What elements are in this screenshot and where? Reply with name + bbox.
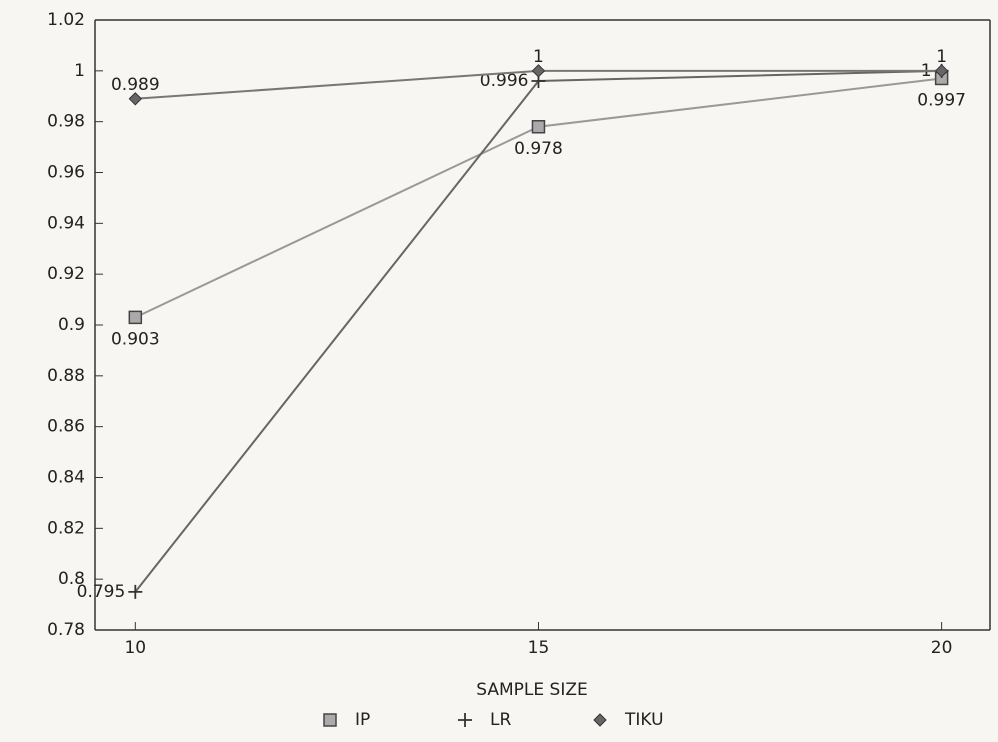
x-tick-label: 10: [124, 638, 146, 658]
y-tick-label: 0.9: [58, 315, 85, 335]
point: [128, 92, 143, 106]
y-tick-label: 1: [74, 61, 85, 81]
y-tick-label: 0.84: [47, 468, 85, 488]
data-label: 0.903: [111, 329, 160, 349]
data-label: 0.996: [480, 71, 529, 91]
legend-marker: [458, 713, 472, 727]
data-label: 0.795: [77, 582, 126, 602]
point: [934, 64, 949, 78]
legend-marker: [323, 713, 337, 727]
y-tick-label: 0.78: [47, 620, 85, 640]
x-axis-label: SAMPLE SIZE: [476, 680, 587, 700]
y-tick-label: 0.96: [47, 163, 85, 183]
point: [531, 120, 546, 134]
y-tick-label: 0.94: [47, 213, 85, 233]
y-tick-label: 0.82: [47, 518, 85, 538]
y-tick-label: 0.98: [47, 112, 85, 132]
point: [128, 310, 143, 325]
y-tick-label: 0.88: [47, 366, 85, 386]
data-label: 0.989: [111, 75, 160, 95]
legend-label: LR: [490, 710, 511, 730]
y-tick-label: 1.02: [47, 10, 85, 30]
point: [128, 584, 143, 599]
legend-label: IP: [355, 710, 370, 730]
data-label: 1: [533, 47, 544, 67]
data-label: 1: [936, 47, 947, 67]
y-tick-label: 0.92: [47, 264, 85, 284]
x-tick-label: 20: [931, 638, 953, 658]
y-tick-label: 0.86: [47, 417, 85, 437]
point: [531, 64, 546, 78]
data-label: 0.978: [514, 139, 563, 159]
series-line: [134, 77, 942, 319]
data-label: 0.997: [917, 90, 966, 110]
legend-marker: [593, 713, 607, 727]
legend-label: TIKU: [624, 710, 664, 730]
y-tick-label: 0.8: [58, 569, 85, 589]
x-tick-label: 15: [528, 638, 550, 658]
